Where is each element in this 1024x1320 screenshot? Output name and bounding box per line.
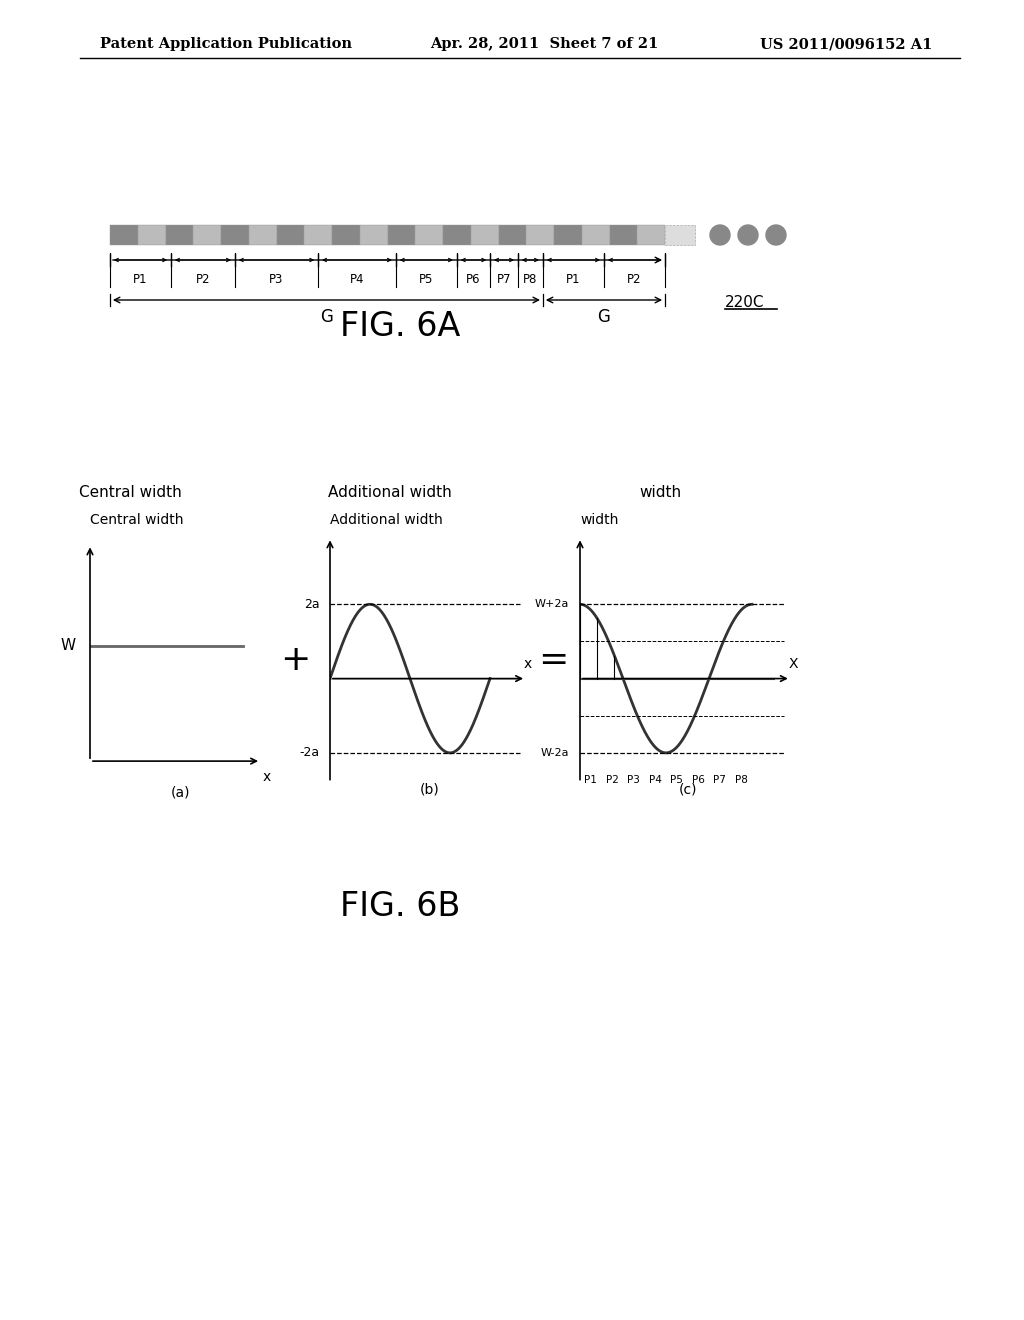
Text: P6: P6 — [466, 273, 481, 286]
Text: width: width — [580, 513, 618, 528]
Text: P1: P1 — [566, 273, 581, 286]
Text: P1: P1 — [585, 775, 597, 785]
Text: G: G — [321, 308, 333, 326]
Bar — [194, 224, 221, 246]
Text: width: width — [639, 484, 681, 500]
Bar — [471, 224, 499, 246]
Text: P6: P6 — [692, 775, 705, 785]
Bar — [526, 224, 554, 246]
Text: P2: P2 — [606, 775, 618, 785]
Text: W: W — [60, 638, 76, 653]
Text: P5: P5 — [671, 775, 683, 785]
Text: Additional width: Additional width — [330, 513, 442, 528]
Bar — [332, 224, 359, 246]
Text: P7: P7 — [714, 775, 726, 785]
Text: W+2a: W+2a — [535, 599, 569, 610]
Text: Patent Application Publication: Patent Application Publication — [100, 37, 352, 51]
Bar — [110, 224, 138, 246]
Text: x: x — [262, 770, 270, 784]
Text: G: G — [598, 308, 610, 326]
Text: =: = — [538, 643, 568, 677]
Text: P2: P2 — [628, 273, 642, 286]
Bar — [249, 224, 276, 246]
Text: (c): (c) — [678, 783, 696, 796]
Bar — [499, 224, 526, 246]
Bar — [637, 224, 665, 246]
Text: Central width: Central width — [90, 513, 183, 528]
Text: X: X — [788, 657, 798, 671]
Text: FIG. 6B: FIG. 6B — [340, 890, 460, 923]
Text: P3: P3 — [628, 775, 640, 785]
Text: (b): (b) — [420, 783, 440, 796]
Text: +: + — [280, 643, 310, 677]
Text: (a): (a) — [170, 785, 189, 800]
Text: P2: P2 — [196, 273, 210, 286]
Text: P7: P7 — [497, 273, 511, 286]
Text: 220C: 220C — [725, 294, 765, 310]
Text: US 2011/0096152 A1: US 2011/0096152 A1 — [760, 37, 933, 51]
Text: P3: P3 — [269, 273, 284, 286]
Text: P8: P8 — [523, 273, 538, 286]
Text: x: x — [524, 657, 532, 671]
Text: -2a: -2a — [300, 746, 319, 759]
Text: P4: P4 — [649, 775, 662, 785]
Text: W-2a: W-2a — [541, 748, 569, 758]
Text: P5: P5 — [419, 273, 433, 286]
Text: Apr. 28, 2011  Sheet 7 of 21: Apr. 28, 2011 Sheet 7 of 21 — [430, 37, 658, 51]
Text: P1: P1 — [133, 273, 147, 286]
Bar — [665, 224, 695, 246]
Bar — [359, 224, 387, 246]
Circle shape — [766, 224, 786, 246]
Text: 2a: 2a — [304, 598, 319, 611]
Bar — [554, 224, 582, 246]
Text: P8: P8 — [735, 775, 748, 785]
Bar — [582, 224, 609, 246]
Text: P4: P4 — [350, 273, 365, 286]
Bar — [166, 224, 194, 246]
Text: Central width: Central width — [79, 484, 181, 500]
Circle shape — [738, 224, 758, 246]
Circle shape — [710, 224, 730, 246]
Bar — [304, 224, 332, 246]
Bar — [276, 224, 304, 246]
Bar — [138, 224, 166, 246]
Bar — [387, 224, 416, 246]
Text: FIG. 6A: FIG. 6A — [340, 310, 460, 343]
Bar — [443, 224, 471, 246]
Bar — [221, 224, 249, 246]
Text: Additional width: Additional width — [328, 484, 452, 500]
Bar — [609, 224, 637, 246]
Bar — [416, 224, 443, 246]
